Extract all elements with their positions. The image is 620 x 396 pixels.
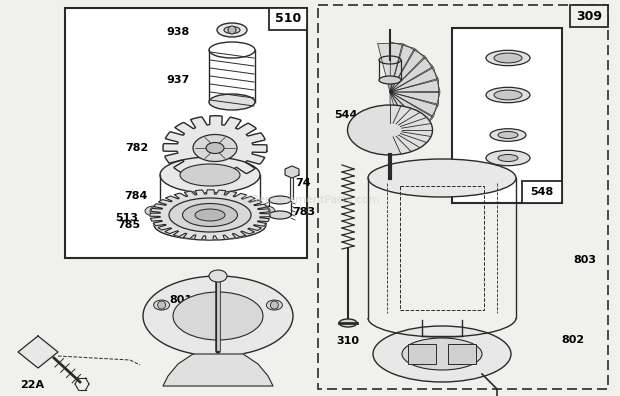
Text: 310: 310: [337, 336, 360, 346]
Ellipse shape: [257, 206, 275, 216]
Ellipse shape: [197, 206, 223, 216]
Ellipse shape: [486, 87, 530, 103]
Ellipse shape: [347, 105, 433, 155]
Ellipse shape: [269, 211, 291, 219]
Ellipse shape: [195, 209, 225, 221]
Polygon shape: [390, 49, 433, 92]
Ellipse shape: [379, 76, 401, 84]
Polygon shape: [390, 92, 425, 140]
Ellipse shape: [143, 276, 293, 356]
Ellipse shape: [269, 196, 291, 204]
Text: 785: 785: [117, 220, 140, 230]
Polygon shape: [150, 190, 270, 240]
Polygon shape: [163, 116, 267, 180]
Circle shape: [157, 301, 166, 309]
Ellipse shape: [498, 154, 518, 162]
Polygon shape: [390, 44, 425, 92]
Ellipse shape: [267, 300, 282, 310]
Text: 802: 802: [562, 335, 585, 345]
Ellipse shape: [173, 292, 263, 340]
Ellipse shape: [180, 200, 240, 222]
Ellipse shape: [494, 53, 522, 63]
Bar: [570, 5, 608, 27]
Ellipse shape: [195, 221, 225, 229]
Polygon shape: [390, 57, 438, 92]
Polygon shape: [390, 92, 440, 116]
Circle shape: [270, 301, 278, 309]
Ellipse shape: [160, 193, 260, 229]
Ellipse shape: [339, 319, 357, 327]
Text: 510: 510: [275, 13, 301, 25]
Ellipse shape: [182, 204, 237, 227]
Polygon shape: [390, 92, 415, 142]
Ellipse shape: [206, 143, 224, 154]
Bar: [318, 5, 608, 389]
Circle shape: [262, 207, 270, 215]
Text: 783: 783: [292, 207, 315, 217]
Text: 309: 309: [576, 10, 602, 23]
Polygon shape: [390, 67, 440, 92]
Bar: [269, 8, 307, 30]
Text: 513: 513: [115, 213, 138, 223]
Ellipse shape: [209, 42, 255, 58]
Ellipse shape: [145, 206, 163, 216]
Bar: [65, 8, 307, 258]
Ellipse shape: [154, 210, 266, 240]
Polygon shape: [390, 92, 438, 127]
Circle shape: [150, 207, 158, 215]
Text: 22A: 22A: [20, 380, 44, 390]
Ellipse shape: [498, 131, 518, 139]
Polygon shape: [163, 354, 273, 386]
Bar: [408, 344, 436, 364]
Ellipse shape: [494, 90, 522, 100]
Polygon shape: [390, 92, 433, 135]
Ellipse shape: [368, 159, 516, 197]
Ellipse shape: [160, 157, 260, 193]
Text: 782: 782: [125, 143, 148, 153]
Polygon shape: [390, 80, 438, 105]
Bar: [400, 186, 484, 310]
Text: 803: 803: [573, 255, 596, 265]
Text: 548: 548: [530, 187, 554, 197]
Text: ©ReplacementParts.com: ©ReplacementParts.com: [240, 195, 380, 205]
Text: 544: 544: [335, 110, 358, 120]
Bar: [448, 344, 476, 364]
Polygon shape: [390, 42, 415, 92]
Ellipse shape: [209, 94, 255, 110]
Ellipse shape: [193, 135, 237, 162]
Polygon shape: [18, 336, 58, 368]
Text: 938: 938: [167, 27, 190, 37]
Text: 937: 937: [167, 75, 190, 85]
Text: 74: 74: [295, 178, 311, 188]
Ellipse shape: [209, 270, 227, 282]
Ellipse shape: [379, 56, 401, 64]
Ellipse shape: [171, 215, 249, 235]
Bar: [452, 28, 562, 203]
Bar: [522, 181, 562, 203]
Circle shape: [228, 26, 236, 34]
Ellipse shape: [373, 326, 511, 382]
Ellipse shape: [169, 198, 251, 232]
Ellipse shape: [490, 129, 526, 141]
Text: 801: 801: [169, 295, 192, 305]
Ellipse shape: [180, 164, 240, 186]
Ellipse shape: [217, 23, 247, 37]
Polygon shape: [378, 44, 402, 92]
Ellipse shape: [402, 338, 482, 370]
Text: 784: 784: [125, 191, 148, 201]
Polygon shape: [285, 166, 299, 178]
Ellipse shape: [486, 50, 530, 66]
Ellipse shape: [224, 27, 240, 34]
Ellipse shape: [486, 150, 530, 166]
Ellipse shape: [154, 300, 170, 310]
